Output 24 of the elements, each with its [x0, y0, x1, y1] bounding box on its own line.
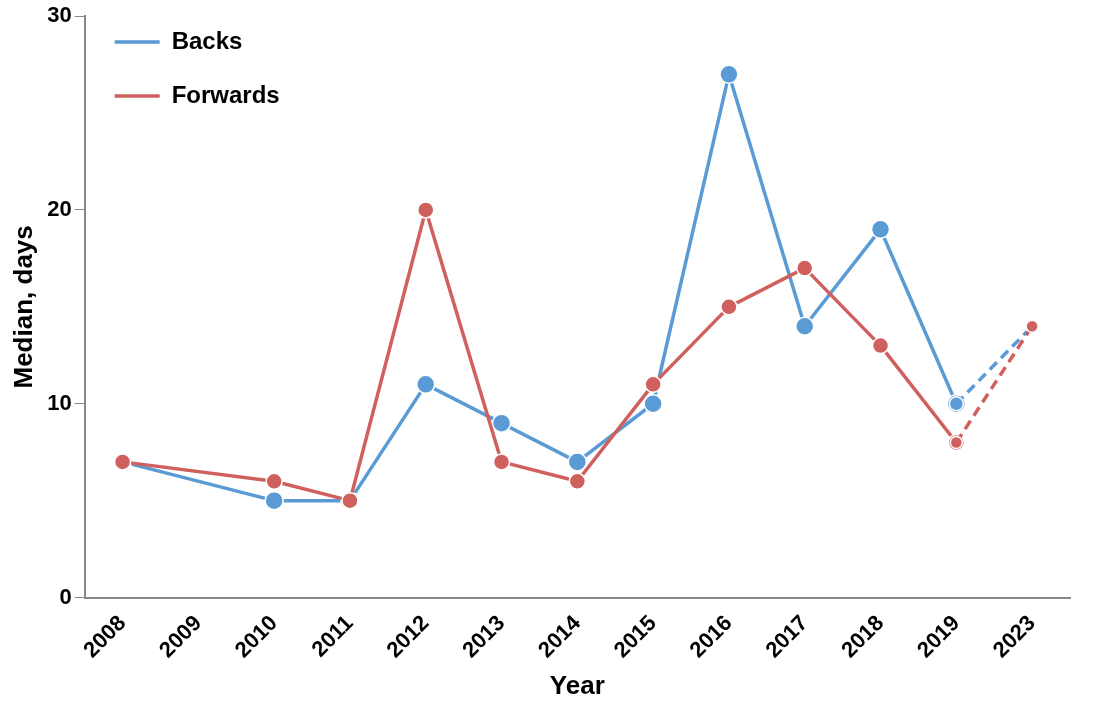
legend-label: Forwards	[171, 80, 280, 108]
point	[870, 219, 891, 240]
y-tick-label: 0	[59, 583, 72, 609]
point	[644, 375, 662, 394]
point	[264, 490, 284, 511]
point	[643, 394, 663, 414]
point	[417, 201, 435, 219]
point	[492, 453, 511, 471]
point	[265, 472, 283, 491]
point	[871, 336, 890, 355]
y-tick-label: 10	[47, 389, 72, 415]
y-tick-label: 30	[47, 2, 72, 28]
y-axis-title: Median, days	[7, 225, 38, 389]
point	[720, 298, 738, 316]
point	[416, 374, 436, 395]
point	[567, 452, 588, 472]
point	[794, 316, 815, 336]
point	[568, 472, 587, 491]
point	[491, 413, 512, 433]
y-tick-label: 20	[47, 196, 72, 222]
legend-label: Backs	[171, 26, 243, 54]
x-axis-title: Year	[549, 669, 605, 700]
point	[795, 259, 814, 277]
point	[719, 64, 739, 85]
